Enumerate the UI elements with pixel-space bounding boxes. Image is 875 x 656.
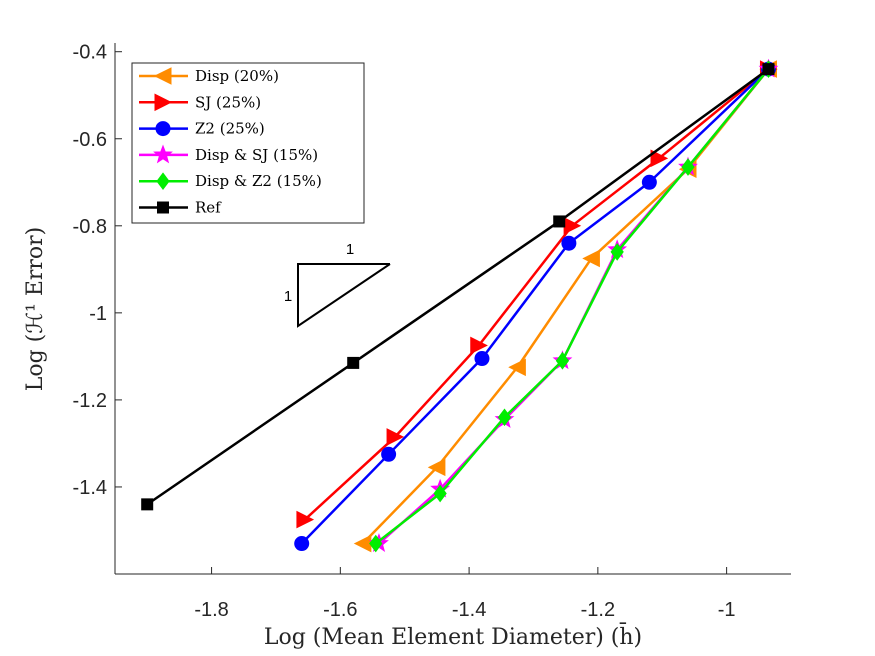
legend-label: SJ (25%) — [195, 93, 261, 111]
series-line — [146, 68, 770, 506]
legend: Disp (20%) SJ (25%) Z2 (25%) Disp & SJ (15%… — [131, 62, 365, 224]
legend-label: Z2 (25%) — [195, 120, 265, 138]
data-point — [681, 158, 695, 176]
legend-marker — [157, 201, 169, 214]
series-line — [304, 68, 770, 521]
legend-marker — [153, 144, 173, 164]
y-axis-label: Log (ℋ¹ Error) — [23, 227, 48, 392]
x-tick-label: -1.8 — [194, 599, 228, 621]
data-point — [381, 446, 397, 462]
data-point — [369, 534, 383, 553]
legend-marker — [156, 172, 170, 191]
series — [141, 58, 779, 553]
data-point — [296, 510, 315, 529]
slope-triangle: 1 1 — [284, 241, 391, 328]
data-point — [294, 536, 310, 552]
y-tick-label: -1 — [89, 303, 107, 325]
slope-triangle-horizontal-label: 1 — [346, 241, 354, 258]
data-point — [386, 428, 405, 446]
legend-item: Disp (20%) — [139, 67, 279, 85]
data-point — [553, 215, 566, 228]
x-tick-label: -1 — [718, 599, 736, 621]
legend-label: Disp & SJ (15%) — [195, 146, 318, 164]
slope-triangle-shape — [297, 263, 391, 328]
x-tick-label: -1.4 — [452, 599, 486, 621]
data-point — [508, 358, 526, 377]
data-point — [141, 498, 154, 511]
legend-marker — [154, 93, 173, 112]
data-point — [762, 63, 775, 76]
x-tick-label: -1.6 — [323, 599, 357, 621]
legend-label: Disp (20%) — [195, 67, 279, 85]
legend-item: Disp & SJ (15%) — [139, 144, 318, 164]
data-point — [347, 356, 360, 369]
data-point — [470, 336, 488, 355]
legend-item: SJ (25%) — [139, 93, 261, 111]
data-point — [427, 458, 446, 477]
data-point — [641, 174, 657, 190]
x-tick-label: -1.2 — [581, 599, 615, 621]
legend-label: Ref — [195, 199, 222, 217]
data-point — [474, 351, 490, 367]
legend-item: Disp & Z2 (15%) — [139, 172, 322, 190]
legend-item: Ref — [139, 199, 222, 217]
y-tick-label: -1.4 — [73, 477, 107, 499]
data-point — [610, 243, 624, 261]
x-axis-label: Log (Mean Element Diameter) (h̄) — [264, 622, 642, 650]
legend-box — [131, 62, 365, 224]
data-point — [433, 484, 447, 503]
data-point — [582, 249, 600, 268]
data-point — [561, 235, 577, 251]
legend-label: Disp & Z2 (15%) — [195, 172, 322, 190]
slope-triangle-vertical-label: 1 — [284, 288, 292, 305]
legend-marker — [153, 67, 172, 85]
y-tick-label: -1.2 — [73, 390, 107, 412]
legend-marker — [155, 121, 171, 137]
y-tick-label: -0.4 — [73, 42, 107, 64]
legend-item: Z2 (25%) — [139, 120, 265, 138]
data-point — [497, 408, 512, 427]
y-tick-label: -0.8 — [73, 216, 107, 238]
series-5 — [141, 63, 775, 511]
series-line — [300, 68, 770, 545]
ticks: -1.8 -1.6 -1.4 -1.2 -1 -0.4 -0.6 -0.8 -1 -1.2 -1.4 — [73, 42, 736, 621]
data-point — [555, 351, 570, 370]
y-tick-label: -0.6 — [73, 129, 107, 151]
data-point — [650, 149, 669, 168]
